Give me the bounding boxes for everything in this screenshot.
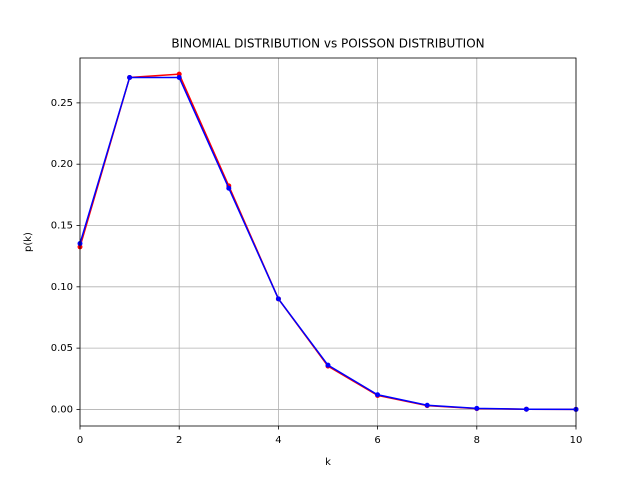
- x-tick-label: 6: [374, 435, 380, 446]
- plot-frame: [79, 57, 577, 427]
- data-point: [275, 296, 281, 302]
- y-tick-label: 0.00: [51, 404, 73, 415]
- data-point: [325, 362, 331, 368]
- x-axis-label: k: [325, 457, 331, 468]
- x-tick-label: 4: [275, 435, 281, 446]
- y-tick-label: 0.05: [51, 343, 73, 354]
- x-tick-label: 8: [474, 435, 480, 446]
- x-tick-label: 0: [77, 435, 83, 446]
- chart-title: BINOMIAL DISTRIBUTION vs POISSON DISTRIB…: [171, 37, 484, 51]
- data-point: [523, 406, 529, 412]
- data-point: [226, 185, 232, 191]
- data-point: [127, 74, 133, 80]
- data-point: [424, 402, 430, 408]
- series-line: [79, 73, 577, 411]
- y-tick-label: 0.15: [51, 221, 73, 232]
- y-tick-label: 0.10: [51, 282, 73, 293]
- y-axis-label: p(k): [23, 232, 34, 252]
- x-tick-label: 2: [176, 435, 182, 446]
- y-tick-label: 0.20: [51, 159, 73, 170]
- series-line: [79, 76, 577, 411]
- x-tick-label: 10: [570, 435, 583, 446]
- data-point: [474, 405, 480, 411]
- data-point: [176, 74, 182, 80]
- y-tick-label: 0.25: [51, 98, 73, 109]
- data-point: [375, 392, 381, 398]
